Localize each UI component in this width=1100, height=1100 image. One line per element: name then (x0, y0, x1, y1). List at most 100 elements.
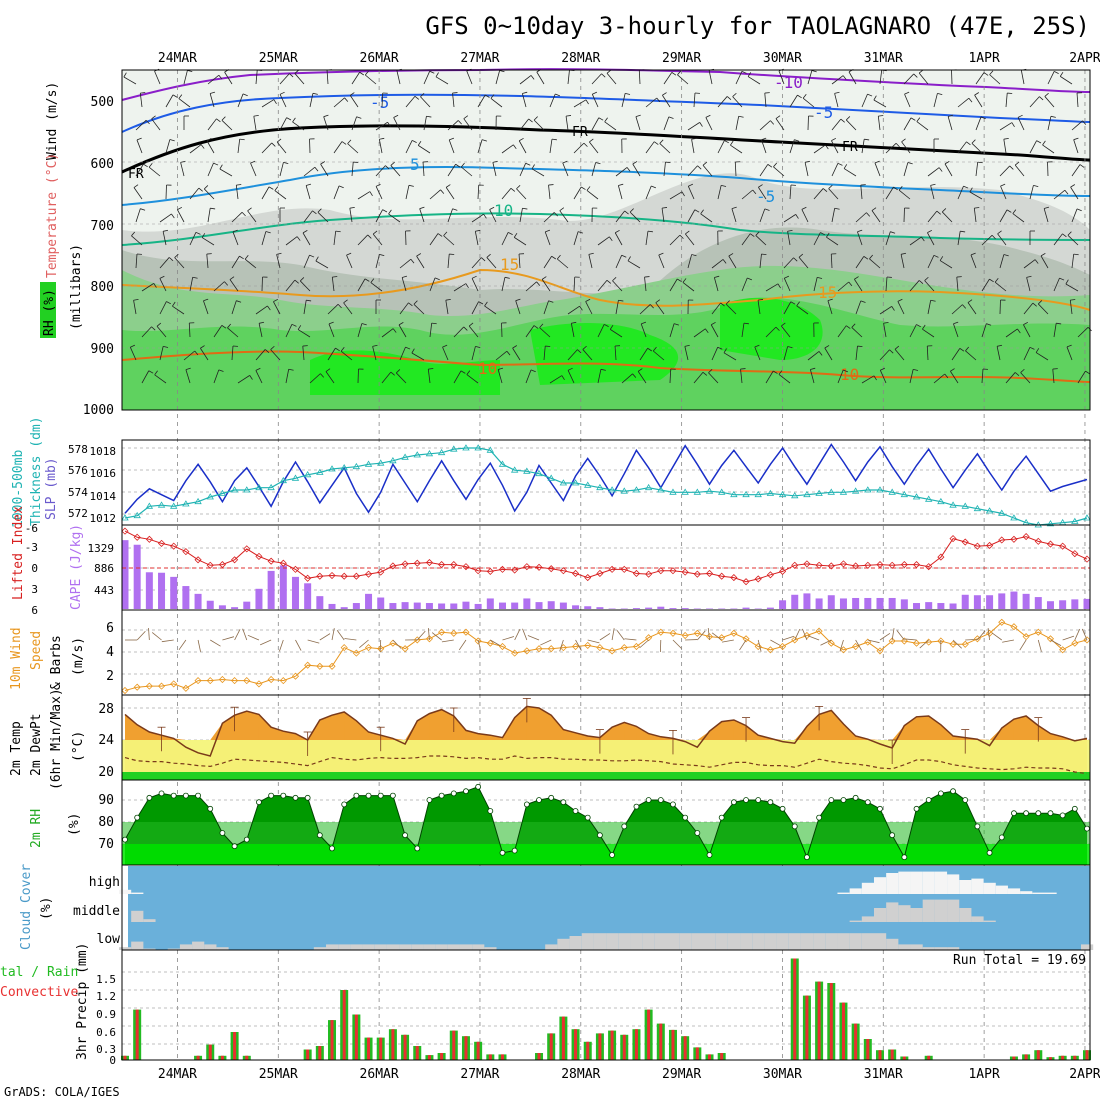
wind-barb-flag (565, 115, 572, 117)
wind-barb (492, 162, 497, 177)
wind-barb (728, 255, 737, 269)
li-point (608, 565, 616, 573)
li-point (1022, 533, 1030, 541)
cloud-cell (1007, 888, 1021, 894)
temp-warm-segment (453, 716, 466, 740)
wind-barb-flag (1006, 209, 1012, 213)
rh2m-point (256, 799, 262, 806)
wind-point (791, 636, 799, 644)
cloud-cell (873, 877, 887, 894)
cloud-cell (886, 902, 899, 922)
precip-conv-bar (1073, 1055, 1077, 1060)
wind-barb (474, 231, 479, 246)
wind-barb-flag (283, 162, 289, 165)
wind-barb-flag (247, 207, 252, 212)
wind-barb (255, 305, 268, 315)
surface-wind-barb (416, 630, 426, 641)
li-point (474, 567, 482, 575)
wind-barb-flag (379, 137, 385, 140)
li-point (645, 570, 653, 578)
rh2m-point (852, 794, 859, 801)
wind-barb (975, 72, 985, 85)
precip-conv-bar (805, 995, 809, 1060)
wind-barb (1029, 140, 1037, 154)
wind-barb-flag (553, 212, 558, 217)
wind-barb (525, 369, 532, 384)
wind-barb (924, 280, 935, 292)
wind-barb-flag (647, 347, 653, 352)
wind-barb (567, 349, 578, 361)
precip-conv-bar (598, 1033, 602, 1060)
wind-barb-flag (787, 346, 793, 349)
wind-barb-flag (754, 344, 760, 348)
wind-barb-flag (429, 70, 435, 74)
wind-barb (687, 122, 700, 131)
wind-point (157, 682, 166, 690)
wind-barb (471, 301, 479, 315)
wind-barb-flag (793, 257, 798, 262)
wind-barb-flag (163, 345, 169, 348)
wind-barb (758, 187, 767, 200)
wind-barb (495, 350, 508, 361)
wind-barb-flag (966, 141, 971, 146)
contour-label: -5 (756, 187, 775, 206)
wind-barb (759, 208, 766, 223)
rh2m-point (718, 814, 725, 821)
cloud-cell (131, 910, 144, 922)
li-point (973, 542, 981, 550)
cloud-cell (654, 933, 667, 950)
wind-barb (837, 325, 847, 338)
cape-bar (243, 601, 251, 609)
cloud-cell (131, 941, 144, 950)
wind-barb-flag (883, 321, 889, 324)
wind-barb-flag (983, 72, 989, 76)
wind-barb-flag (221, 325, 227, 329)
cloud-cell (618, 933, 631, 950)
cape-bar (937, 603, 945, 609)
ytick-rh: 70 (98, 837, 114, 852)
li-point (340, 572, 348, 580)
wind-barb-flag (969, 187, 973, 193)
cloud-cell (959, 880, 972, 894)
wind-barb (477, 184, 480, 200)
contour-label: FR (128, 167, 144, 182)
li-point (888, 561, 896, 569)
wind-barb (708, 372, 719, 384)
cape-bar (973, 595, 981, 609)
upper-ylabel: (millibars) Wind (m/s) Temperature (°C) … (40, 82, 84, 338)
wind-barb (429, 233, 439, 246)
wind-barb-flag (910, 117, 916, 121)
contour-label: -10 (774, 73, 803, 92)
wind-barb (783, 257, 794, 269)
wind-barb-flag (185, 367, 191, 370)
li-point (1059, 542, 1067, 550)
wind-barb-flag (673, 323, 679, 326)
surface-wind-barb (178, 639, 187, 651)
cloud-level-label: middle (73, 904, 120, 919)
wind-point (1083, 636, 1091, 644)
thickness-point (559, 479, 568, 486)
wind-barb (518, 254, 521, 269)
wind-barb-flag (177, 206, 183, 210)
cloud-cell (861, 882, 875, 894)
wind-barb (837, 281, 849, 292)
wind-barb (323, 116, 329, 131)
cloud-cell (484, 947, 497, 950)
li-point (852, 562, 860, 570)
wind-barb-flag (206, 138, 212, 142)
cape-bar (498, 602, 506, 609)
cloud-cell (995, 885, 1008, 894)
cloud-cell (192, 941, 205, 950)
wind-barb (813, 188, 824, 200)
panel-frames (121, 69, 1091, 1061)
wind-barb (615, 300, 619, 315)
wind-barb-flag (562, 160, 568, 164)
wind-barb-flag (950, 368, 955, 372)
rh2m-point (304, 794, 311, 801)
wind-barb (448, 139, 455, 154)
date-axis-bottom: 24MAR 25MAR 26MAR 27MAR 28MAR 29MAR 30MAR 31MAR… (158, 1067, 1100, 1082)
wind-barb (219, 168, 233, 177)
wind-barb (471, 346, 476, 361)
wind-barb-flag (317, 208, 322, 213)
precip-conv-bar (452, 1030, 456, 1060)
